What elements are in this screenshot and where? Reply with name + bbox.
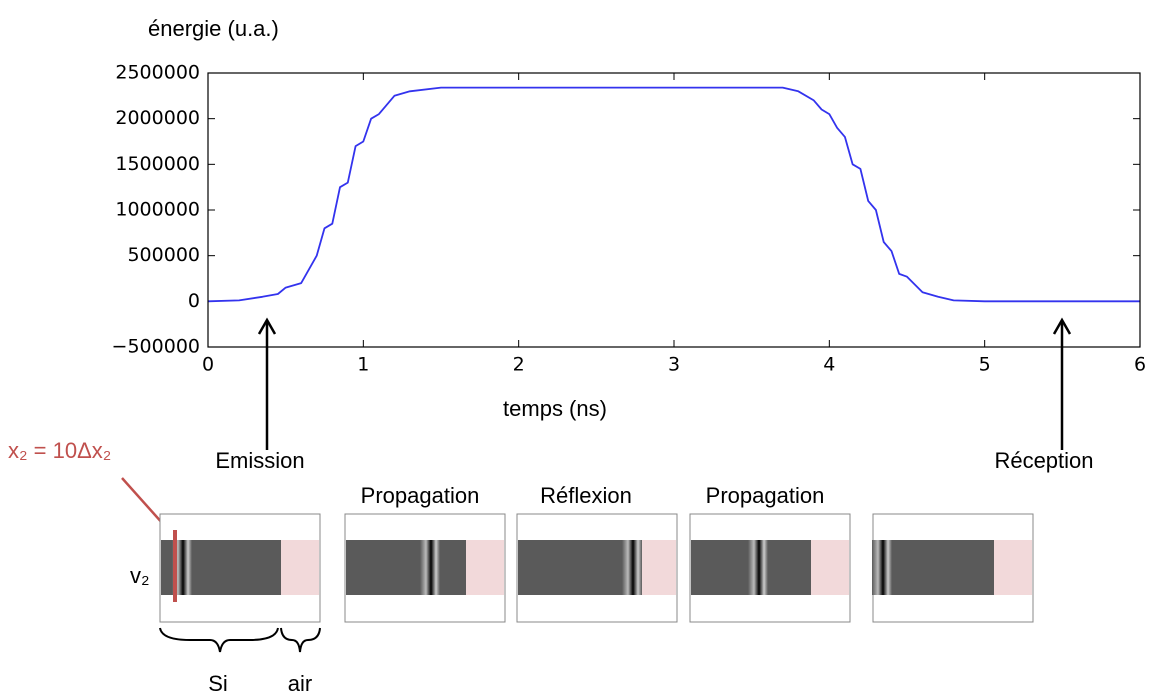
- air-region: [811, 540, 849, 595]
- x-tick-label: 0: [202, 354, 214, 376]
- wave-band: [748, 540, 768, 595]
- arrow-head: [1052, 317, 1072, 335]
- x-tick-label: 2: [513, 354, 525, 376]
- air-region: [994, 540, 1032, 595]
- y-tick-label: 2000000: [115, 107, 200, 129]
- y-tick-label: 1000000: [115, 199, 200, 221]
- x-tick-label: 3: [668, 354, 680, 376]
- y-tick-label: 0: [188, 290, 200, 312]
- y-tick-label: 1500000: [115, 153, 200, 175]
- y-tick-label: 2500000: [115, 62, 200, 84]
- x-tick-label: 4: [823, 354, 835, 376]
- si-region: [874, 540, 994, 595]
- x-axis-label: temps (ns): [503, 396, 607, 421]
- annotation: Propagation: [361, 483, 480, 508]
- plot-frame: [207, 72, 1141, 348]
- wave-band: [420, 540, 440, 595]
- annotation: Emission: [215, 448, 304, 473]
- brace: [280, 627, 321, 653]
- y-axis-label: énergie (u.a.): [148, 16, 279, 41]
- wave-band: [622, 540, 642, 595]
- annotation: v₂: [130, 563, 150, 588]
- annotation: Propagation: [706, 483, 825, 508]
- arrow-head: [257, 317, 277, 335]
- wave-band: [872, 540, 892, 595]
- y-tick-label: −500000: [112, 336, 200, 358]
- x-tick-label: 1: [357, 354, 369, 376]
- annotation: x₂ = 10Δx₂: [8, 438, 111, 463]
- y-tick-label: 500000: [127, 244, 200, 266]
- annotation: Si: [208, 671, 228, 695]
- annotation: Réflexion: [540, 483, 632, 508]
- x-tick-label: 6: [1134, 354, 1146, 376]
- x-tick-label: 5: [979, 354, 991, 376]
- data-line: [207, 86, 1140, 303]
- annotation: air: [288, 671, 312, 695]
- air-region: [281, 540, 319, 595]
- si-region: [346, 540, 466, 595]
- annotations: [257, 317, 1072, 450]
- brace: [159, 627, 279, 653]
- air-region: [638, 540, 676, 595]
- panels: [159, 513, 1034, 623]
- annotation: Réception: [994, 448, 1093, 473]
- air-region: [466, 540, 504, 595]
- si-region: [518, 540, 638, 595]
